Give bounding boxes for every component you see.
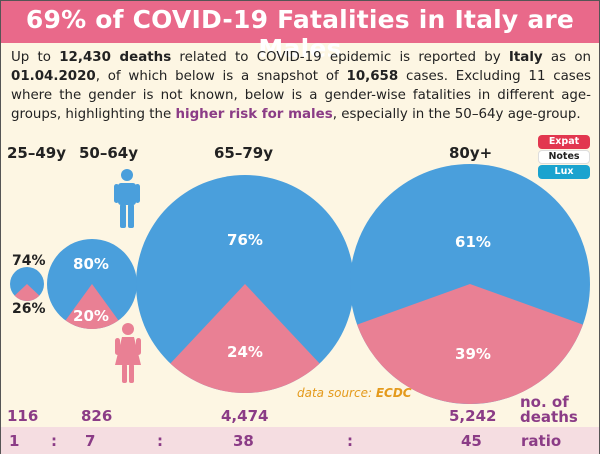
pct-label-female-25-49: 26% — [12, 301, 46, 317]
data-source-prefix: data source: — [297, 386, 376, 400]
female-figure-icon — [115, 323, 141, 383]
ratio-65-79: 38 — [233, 432, 254, 450]
intro-text: Up to 12,430 deaths related to COVID-19 … — [11, 48, 591, 124]
ratio-80-plus: 45 — [461, 432, 482, 450]
title-bar — [1, 1, 599, 43]
logo-line-1: Expat — [538, 135, 590, 149]
logo-line-3: Lux — [538, 165, 590, 179]
female-slice-1 — [65, 284, 119, 330]
data-source-name: ECDC — [376, 386, 412, 400]
age-label-80-plus: 80y+ — [449, 144, 492, 162]
intro-country: Italy — [508, 50, 543, 65]
female-slice-0 — [14, 284, 40, 302]
age-label-25-49: 25–49y — [7, 144, 66, 162]
pct-label-male-25-49: 74% — [12, 253, 46, 269]
age-label-65-79: 65–79y — [214, 144, 273, 162]
ratio-separator: : — [347, 432, 353, 450]
pct-label-female-50-64: 20% — [73, 307, 109, 325]
female-slice-2 — [170, 284, 320, 394]
ratio-separator: : — [51, 432, 57, 450]
deaths-label-line-1: no. of — [520, 393, 569, 411]
ratio-25-49: 1 — [9, 432, 19, 450]
page-title: 69% of COVID-19 Fatalities in Italy are … — [25, 5, 575, 63]
intro-text-part: related to COVID-19 epidemic is reported… — [171, 50, 509, 65]
pct-label-female-65-79: 24% — [227, 343, 263, 361]
deaths-50-64: 826 — [81, 407, 112, 425]
pct-label-male-50-64: 80% — [73, 255, 109, 273]
intro-date: 01.04.2020 — [11, 69, 96, 84]
deaths-65-79: 4,474 — [221, 407, 268, 425]
logo-line-2: Notes — [538, 150, 590, 164]
data-source: data source: ECDC — [297, 386, 412, 400]
female-slice-3 — [357, 284, 583, 405]
intro-text-part: as on — [542, 50, 592, 65]
deaths-80-plus: 5,242 — [449, 407, 496, 425]
ratio-band — [1, 427, 599, 454]
pct-label-male-65-79: 76% — [227, 231, 263, 249]
deaths-25-49: 116 — [7, 407, 38, 425]
pies — [10, 164, 590, 405]
intro-highlight: higher risk for males — [175, 107, 333, 122]
male-figure-icon — [114, 169, 140, 228]
age-label-50-64: 50–64y — [79, 144, 138, 162]
expat-notes-lux-logo: Expat Notes Lux — [538, 134, 590, 180]
deaths-label-line-2: deaths — [520, 408, 578, 426]
ratio-separator: : — [157, 432, 163, 450]
intro-deaths-total: 12,430 deaths — [59, 50, 172, 65]
intro-case-count: 10,658 — [346, 69, 399, 84]
intro-text-part: , especially in the 50–64y age-group. — [332, 107, 581, 122]
pct-label-male-80-plus: 61% — [455, 233, 491, 251]
ratio-50-64: 7 — [85, 432, 95, 450]
intro-text-part: cases. Excluding 11 cases where the gend… — [11, 69, 591, 122]
ratio-label: ratio — [521, 432, 561, 450]
pct-label-female-80-plus: 39% — [455, 345, 491, 363]
intro-text-part: Up to — [11, 50, 60, 65]
intro-text-part: , of which below is a snapshot of — [95, 69, 347, 84]
